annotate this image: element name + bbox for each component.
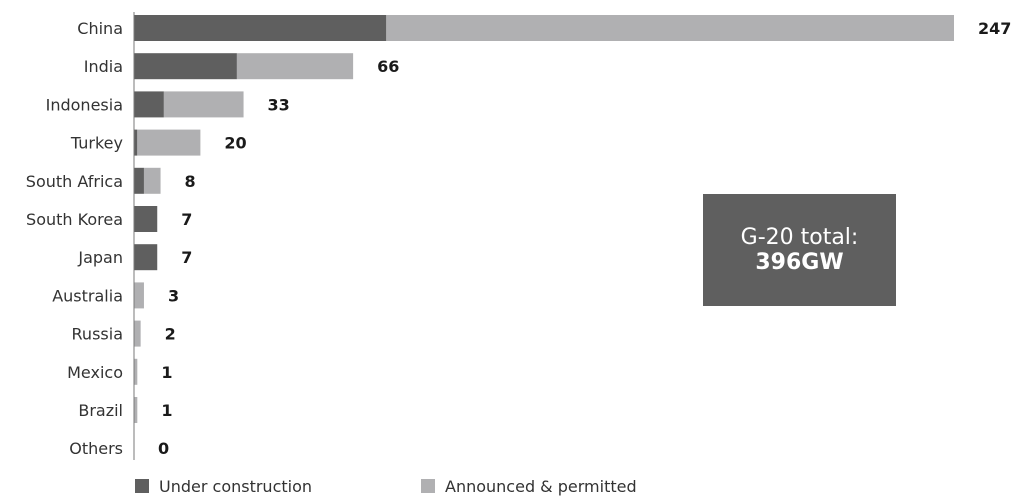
category-label-south-africa: South Africa (26, 172, 123, 191)
category-label-turkey: Turkey (70, 134, 123, 153)
category-label-russia: Russia (72, 325, 123, 344)
total-label-south-korea: 7 (181, 210, 192, 229)
total-label-brazil: 1 (161, 401, 172, 420)
total-label-others: 0 (158, 439, 169, 458)
category-label-mexico: Mexico (67, 363, 123, 382)
bar-south-africa-under-construction (134, 167, 144, 194)
category-label-japan: Japan (77, 248, 123, 267)
legend-label-announced-permitted: Announced & permitted (445, 477, 637, 496)
g20-total-annotation: G-20 total: 396GW (703, 194, 896, 306)
bar-turkey-under-construction (134, 129, 138, 156)
annotation-line2: 396GW (755, 250, 844, 275)
bar-japan-under-construction (134, 244, 158, 271)
category-label-south-korea: South Korea (26, 210, 123, 229)
total-label-indonesia: 33 (268, 95, 290, 114)
bar-russia-announced-permitted (134, 320, 141, 347)
bar-india-under-construction (134, 53, 237, 80)
total-label-japan: 7 (181, 248, 192, 267)
bars-layer (134, 15, 954, 423)
category-label-australia: Australia (52, 286, 123, 305)
bar-south-africa-announced-permitted (143, 167, 161, 194)
bar-indonesia-announced-permitted (163, 91, 244, 118)
total-label-india: 66 (377, 57, 399, 76)
bar-china-under-construction (134, 15, 387, 41)
bar-turkey-announced-permitted (137, 129, 201, 156)
annotation-line1: G-20 total: (740, 224, 859, 250)
total-label-china: 247 (978, 19, 1011, 38)
legend-swatch-announced-permitted (421, 479, 435, 493)
legend: Under construction Announced & permitted (135, 477, 637, 496)
category-label-china: China (77, 19, 123, 38)
bar-mexico-announced-permitted (134, 358, 138, 385)
category-label-india: India (84, 57, 123, 76)
legend-label-under-construction: Under construction (159, 477, 312, 496)
total-label-australia: 3 (168, 286, 179, 305)
bar-indonesia-under-construction (134, 91, 164, 118)
legend-swatch-under-construction (135, 479, 149, 493)
total-label-mexico: 1 (161, 363, 172, 382)
bar-india-announced-permitted (236, 53, 354, 80)
bar-china-announced-permitted (386, 15, 954, 41)
total-label-turkey: 20 (224, 134, 246, 153)
bar-brazil-announced-permitted (134, 397, 138, 423)
category-label-indonesia: Indonesia (46, 95, 123, 114)
category-label-brazil: Brazil (78, 401, 123, 420)
category-label-others: Others (69, 439, 123, 458)
total-label-russia: 2 (165, 325, 176, 344)
bar-south-korea-under-construction (134, 206, 158, 232)
total-label-south-africa: 8 (185, 172, 196, 191)
bar-australia-announced-permitted (134, 282, 144, 309)
